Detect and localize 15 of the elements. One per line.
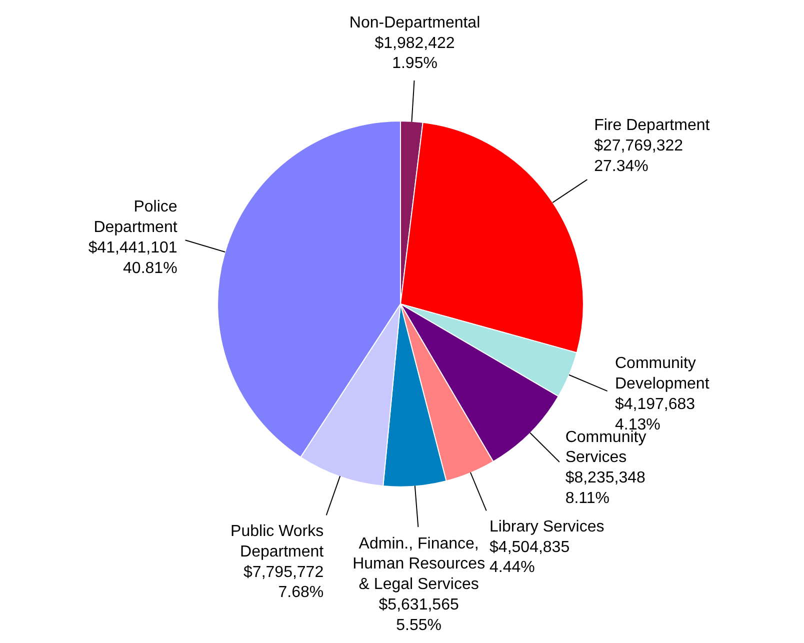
slice-label: Police Department xyxy=(94,198,178,236)
slice-label: Admin., Finance, Human Resources & Legal Services xyxy=(352,535,486,594)
data-label: $4,504,835 4.44% xyxy=(490,538,570,576)
data-label: $8,235,348 8.11% xyxy=(565,470,646,507)
data-label: $5,631,565 5.55% xyxy=(378,596,459,634)
slice-label: Fire Department xyxy=(594,117,710,134)
data-label: $1,982,422 1.95% xyxy=(374,34,455,72)
data-label: $7,795,772 7.68% xyxy=(244,564,324,602)
data-label: $41,441,101 40.81% xyxy=(88,240,178,277)
slice-label: Community Development xyxy=(614,355,710,393)
data-label: $27,769,322 27.34% xyxy=(594,138,684,175)
slice-label: Public Works Department xyxy=(230,523,324,560)
slice-label: Library Services xyxy=(490,518,604,536)
slice-label: Non-Departmental xyxy=(349,14,480,32)
slice-label: Community Services xyxy=(565,428,646,466)
